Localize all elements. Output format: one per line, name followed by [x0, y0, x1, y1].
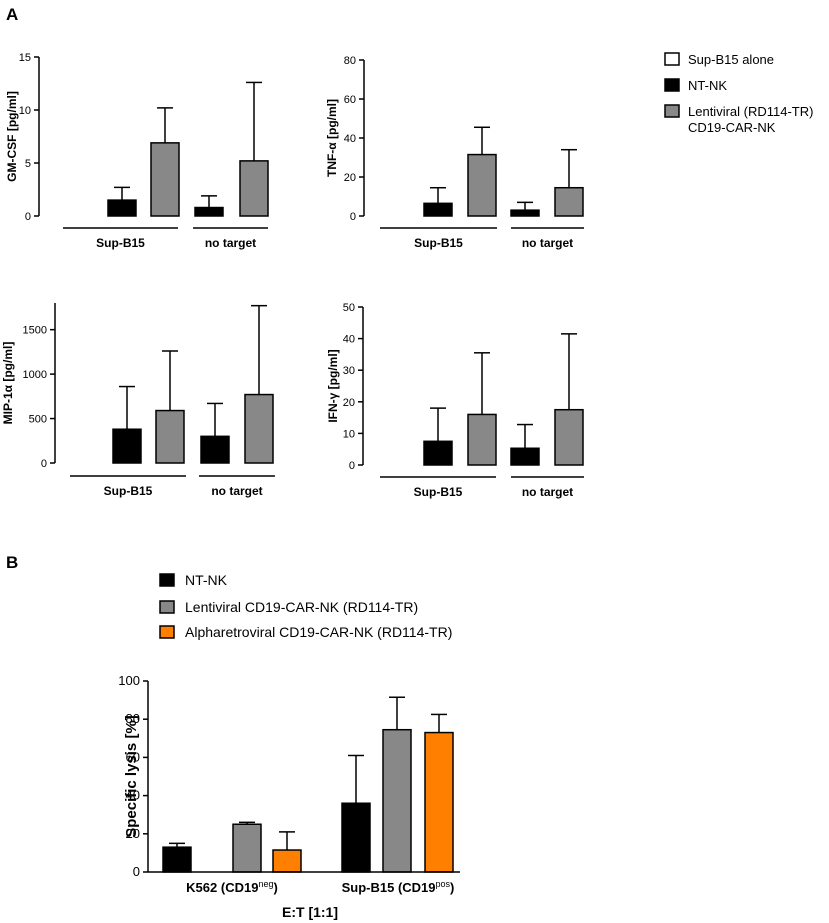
- bar: [382, 728, 412, 873]
- legend-b-label: Alpharetroviral CD19-CAR-NK (RD114-TR): [185, 624, 452, 640]
- group-label: no target: [522, 236, 573, 250]
- panel-label-b: B: [6, 553, 18, 572]
- legend-b-label: Lentiviral CD19-CAR-NK (RD114-TR): [185, 599, 418, 615]
- y-tick-label: 10: [19, 105, 31, 117]
- y-axis-label: GM-CSF [pg/ml]: [5, 91, 19, 182]
- y-tick-label: 0: [133, 864, 140, 879]
- legend-b-item: NT-NK: [159, 572, 228, 588]
- y-tick-label: 10: [343, 428, 355, 440]
- bar: [232, 823, 262, 873]
- bar: [424, 731, 454, 873]
- chart-mip-1-alpha: 0 500 1000 1500 MIP-1α [pg/ml] Sup-B15 no targ…: [1, 303, 275, 498]
- legend-b-swatch: [159, 625, 175, 639]
- bar: [554, 408, 584, 466]
- group-label: no target: [205, 236, 256, 250]
- x-axis-label: E:T [1:1]: [282, 904, 338, 920]
- y-tick-label: 0: [41, 458, 47, 470]
- y-tick-label: 20: [344, 172, 356, 184]
- bar: [155, 409, 185, 464]
- bar: [510, 447, 540, 466]
- x-category-label: K562 (CD19neg): [186, 879, 278, 895]
- bar: [272, 849, 302, 873]
- bar: [244, 393, 274, 464]
- y-tick-label: 5: [25, 158, 31, 170]
- legend-a: Sup-B15 alone NT-NK Lentiviral (RD114-TR…: [664, 52, 813, 135]
- y-tick-label: 80: [344, 55, 356, 67]
- y-axis-label: TNF-α [pg/ml]: [325, 99, 339, 177]
- y-tick-label: 60: [344, 94, 356, 106]
- y-tick-label: 20: [343, 397, 355, 409]
- legend-a-item: Sup-B15 alone: [664, 52, 774, 67]
- x-category-label: Sup-B15 (CD19pos): [342, 879, 455, 895]
- group-label: Sup-B15: [414, 236, 463, 250]
- legend-a-label: NT-NK: [688, 78, 727, 93]
- bar: [194, 206, 224, 217]
- bar: [423, 202, 453, 217]
- legend-b-item: Alpharetroviral CD19-CAR-NK (RD114-TR): [159, 624, 452, 640]
- bar: [239, 160, 269, 217]
- bar: [150, 142, 180, 217]
- legend-b: NT-NK Lentiviral CD19-CAR-NK (RD114-TR) …: [159, 572, 452, 640]
- legend-a-swatch: [664, 78, 680, 92]
- y-tick-label: 30: [343, 365, 355, 377]
- y-tick-label: 0: [350, 211, 356, 223]
- legend-a-item: Lentiviral (RD114-TR) CD19-CAR-NK: [664, 104, 813, 135]
- legend-a-item: NT-NK: [664, 78, 727, 93]
- y-tick-label: 500: [29, 414, 47, 426]
- y-axis-label: IFN-γ [pg/ml]: [326, 349, 340, 422]
- y-tick-label: 100: [118, 673, 140, 688]
- group-label: Sup-B15: [104, 484, 153, 498]
- legend-a-swatch: [664, 104, 680, 118]
- y-tick-label: 40: [344, 133, 356, 145]
- bar: [510, 209, 540, 217]
- group-label: no target: [522, 485, 573, 499]
- legend-a-label-line2: CD19-CAR-NK: [688, 120, 776, 135]
- y-tick-label: 50: [343, 302, 355, 314]
- y-axis-label: Specific lysis [%]: [123, 715, 140, 838]
- bar: [107, 199, 137, 217]
- legend-a-label: Lentiviral (RD114-TR): [688, 104, 813, 119]
- bar: [467, 153, 497, 217]
- chart-ifn-gamma: 0 10 20 30 40 50 IFN-γ [pg/ml] Sup-B15 no target: [326, 302, 584, 499]
- y-tick-label: 15: [19, 52, 31, 64]
- panel-label-a: A: [6, 5, 18, 24]
- y-tick-label: 1000: [23, 369, 47, 381]
- bar: [200, 435, 230, 464]
- group-label: Sup-B15: [414, 485, 463, 499]
- chart-tnf-alpha: 0 20 40 60 80 TNF-α [pg/ml] Sup-B15 no target: [325, 55, 584, 250]
- group-label: Sup-B15: [96, 236, 145, 250]
- chart-gm-csf: 0 5 10 15 GM-CSF [pg/ml] Sup-B15 no target: [5, 52, 269, 250]
- y-tick-label: 40: [343, 334, 355, 346]
- y-tick-label: 0: [25, 211, 31, 223]
- y-tick-label: 60: [126, 749, 140, 764]
- group-label: no target: [211, 484, 262, 498]
- bar: [112, 428, 142, 464]
- legend-b-swatch: [159, 573, 175, 587]
- chart-specific-lysis: 0 20 40 60 80 100 Specific lysis [%] K562 (CD19…: [118, 673, 460, 920]
- y-tick-label: 1500: [23, 325, 47, 337]
- bar: [162, 846, 192, 873]
- legend-b-label: NT-NK: [185, 572, 228, 588]
- y-tick-label: 0: [349, 460, 355, 472]
- legend-b-swatch: [159, 600, 175, 614]
- bar: [341, 802, 371, 873]
- legend-b-item: Lentiviral CD19-CAR-NK (RD114-TR): [159, 599, 418, 615]
- y-axis-label: MIP-1α [pg/ml]: [1, 342, 15, 425]
- legend-a-swatch: [664, 52, 680, 66]
- y-tick-label: 80: [126, 711, 140, 726]
- y-tick-label: 20: [126, 826, 140, 841]
- legend-a-label: Sup-B15 alone: [688, 52, 774, 67]
- bar: [554, 186, 584, 217]
- bar: [467, 413, 497, 466]
- y-tick-label: 40: [126, 788, 140, 803]
- bar: [423, 440, 453, 466]
